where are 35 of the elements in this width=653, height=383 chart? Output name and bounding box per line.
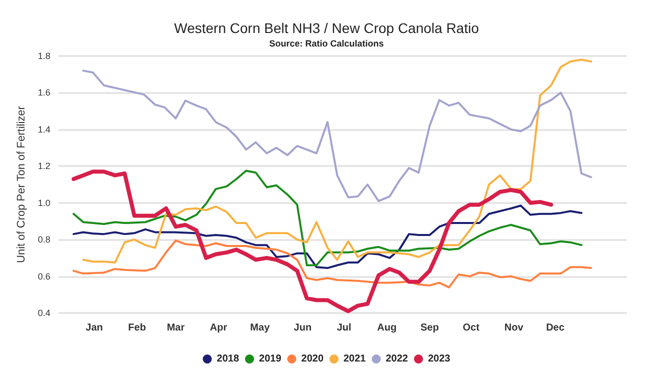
y-tick-label: 1.0 — [38, 198, 50, 208]
y-tick-label: 0.8 — [38, 234, 50, 245]
x-tick-label: Nov — [504, 322, 524, 334]
legend-label: 2023 — [428, 354, 451, 364]
y-tick-label: 1.8 — [38, 51, 50, 61]
line-series — [72, 204, 582, 270]
line-series — [72, 239, 592, 288]
y-tick-label: 0.4 — [38, 308, 50, 318]
legend-label: 2022 — [386, 354, 408, 364]
y-tick-label: 1.6 — [38, 88, 50, 98]
x-tick-label: Mar — [166, 322, 185, 334]
legend-label: 2021 — [344, 354, 366, 364]
line-series — [82, 70, 592, 202]
y-tick-label: 1.4 — [38, 124, 50, 134]
y-tick-label: 1.2 — [38, 161, 50, 172]
x-tick-label: May — [250, 322, 270, 334]
x-tick-label: Aug — [377, 322, 397, 334]
chart-title: Western Corn Belt NH3 / New Crop Canola Ratio — [174, 20, 480, 36]
line-series — [72, 170, 582, 266]
x-tick-label: Oct — [462, 322, 480, 334]
x-tick-label: Sep — [420, 322, 439, 334]
x-tick-label: Jun — [294, 322, 312, 334]
legend-label: 2018 — [216, 354, 240, 364]
x-tick-label: Feb — [128, 322, 146, 334]
y-axis-title: Unit of Crop Per Ton of Fertilizer — [16, 106, 28, 263]
x-tick-label: Dec — [546, 322, 565, 334]
y-tick-label: 0.6 — [38, 271, 50, 282]
x-tick-label: Jul — [336, 322, 352, 334]
legend-label: 2020 — [301, 354, 324, 364]
legend-label: 2019 — [259, 354, 282, 364]
chart-subtitle: Source: Ratio Calculations — [269, 38, 384, 48]
line-series — [72, 170, 554, 314]
x-tick-label: Apr — [210, 322, 228, 334]
line-series — [82, 58, 592, 264]
x-tick-label: Jan — [86, 322, 103, 334]
